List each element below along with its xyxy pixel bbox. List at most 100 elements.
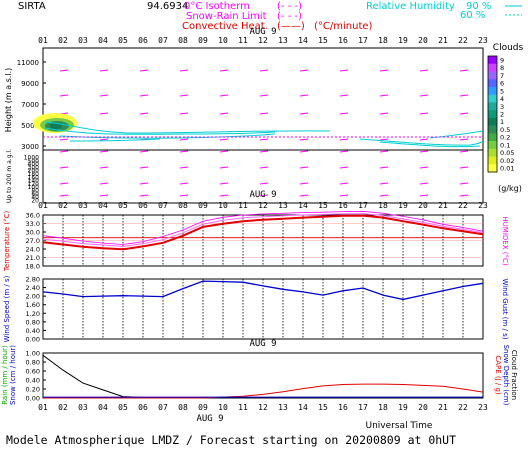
hour-label: 22 [458, 403, 468, 412]
hour-label: 13 [278, 201, 288, 210]
colorbar-cell [488, 133, 497, 142]
snow-rain-legend-dashes: (- - -) [277, 11, 302, 22]
height-tick-label: 20 [31, 197, 39, 204]
hour-label: 19 [398, 201, 408, 210]
rain-panel: AUG 9 0.000.200.400.600.801.00 Rain (mm … [1, 339, 518, 406]
hour-label: 13 [278, 36, 288, 45]
hour-label: 18 [378, 201, 388, 210]
y-tick-label: 2.40 [26, 284, 40, 292]
colorbar-cell [488, 63, 497, 72]
footer-title: Modele Atmospherique LMDZ / Forecast sta… [6, 433, 456, 447]
rh-contour-5 [359, 138, 484, 146]
mid-date-label: AUG 9 [249, 190, 276, 200]
wind-barb [99, 138, 109, 141]
temperature-line [42, 214, 484, 251]
wind-barb [419, 182, 429, 185]
wind-barb [219, 182, 229, 185]
height-tick-label: 400 [28, 161, 40, 168]
wind-barb [179, 194, 189, 197]
colorbar-tick-label: 8 [500, 64, 504, 72]
hour-label: 05 [118, 36, 128, 45]
hour-label: 12 [258, 36, 268, 45]
colorbar-tick-label: 6 [500, 80, 504, 88]
wind-barb [459, 112, 469, 115]
wind-barb [179, 166, 189, 169]
hour-labels-top: 01 02 03 04 05 06 07 08 09 10 11 12 13 14 15 16 17 18 19 20… [38, 36, 488, 45]
colorbar-tick-label: 7 [500, 72, 504, 80]
colorbar-cell [488, 117, 497, 126]
wind-speed-axis-label: Wind Speed (m / s) [3, 275, 11, 342]
wind-barb [379, 69, 389, 72]
colorbar-cell [488, 156, 497, 165]
snow-depth-axis-label: Snow Depth (cm) [502, 345, 510, 406]
wind-speed-line [42, 280, 484, 301]
wind-barb [339, 150, 349, 153]
hour-label: 07 [158, 403, 168, 412]
wind-barb [259, 182, 269, 185]
cape-line [43, 383, 484, 399]
wind-barb [259, 112, 269, 115]
rain-series [42, 354, 484, 399]
hour-label: 23 [478, 403, 488, 412]
wind-barb [259, 166, 269, 169]
wind-barb [419, 138, 429, 141]
hour-label: 02 [58, 36, 68, 45]
hour-label: 08 [178, 403, 188, 412]
y-tick-label: 36.0 [26, 212, 40, 220]
wind-barb [99, 112, 109, 115]
colorbar-cell [488, 141, 497, 150]
convective-unit: (°C/minute) [314, 21, 373, 32]
height-tick-label: 180 [28, 171, 40, 178]
height-tick-label: 60 [31, 191, 39, 198]
wind-barb [379, 194, 389, 197]
wind-barb [299, 182, 309, 185]
wind-barb [139, 150, 149, 153]
height-tick-label: 100 [28, 184, 40, 191]
wind-barb [219, 150, 229, 153]
height-y-ticks: 11000 9000 7000 5000 3000 1000500400300200180… [17, 59, 46, 204]
y-tick-label: 1.00 [26, 350, 40, 358]
colorbar-tick-label: 9 [500, 56, 504, 64]
wind-barb [179, 182, 189, 185]
temperature-y-ticks: 18.021.024.027.030.033.036.0 [26, 212, 483, 271]
colorbar-tick-label: 0.02 [500, 157, 514, 165]
hour-label: 12 [258, 403, 268, 412]
height-tick-label: 160 [28, 174, 40, 181]
rh-contour-2 [44, 127, 276, 135]
hour-label: 11 [238, 36, 248, 45]
wind-barb [219, 138, 229, 141]
wind-panel: 0.000.400.801.201.602.002.402.80 Wind Sp… [3, 275, 509, 343]
wind-barb [339, 69, 349, 72]
colorbar-unit: (g/kg) [498, 184, 522, 193]
y-tick-label: 0.20 [26, 386, 40, 394]
humidex-axis-label: HUMIDEX (°C) [501, 216, 509, 265]
hour-label: 18 [378, 36, 388, 45]
hour-label: 20 [418, 36, 428, 45]
colorbar-cell [488, 110, 497, 119]
rain-date-label: AUG 9 [249, 339, 276, 349]
hour-label: 12 [258, 201, 268, 210]
hour-label: 16 [338, 201, 348, 210]
height-tick-label: 80 [31, 188, 39, 195]
hour-label: 05 [118, 201, 128, 210]
hour-label: 06 [138, 36, 148, 45]
hour-labels-bottom: 01 02 03 04 05 06 07 08 09 10 11 12 13 14 15 16 17 18 19 20… [38, 403, 488, 412]
colorbar-cell [488, 86, 497, 95]
hour-label: 10 [218, 403, 228, 412]
hour-label: 06 [138, 201, 148, 210]
y-tick-label: 1.60 [26, 301, 40, 309]
height-panel: 1100090007000500030001000500400300200180… [4, 27, 484, 204]
hour-label: 21 [438, 403, 448, 412]
hour-label: 20 [418, 403, 428, 412]
wind-barb [459, 166, 469, 169]
rh-label: Relative Humidity [366, 1, 455, 12]
wind-barb [459, 94, 469, 97]
hour-label: 03 [78, 403, 88, 412]
hour-label: 11 [238, 201, 248, 210]
wind-barb [299, 138, 309, 141]
wind-barb [59, 138, 69, 141]
hour-label: 01 [38, 36, 48, 45]
wind-barb [99, 94, 109, 97]
hour-label: 21 [438, 36, 448, 45]
